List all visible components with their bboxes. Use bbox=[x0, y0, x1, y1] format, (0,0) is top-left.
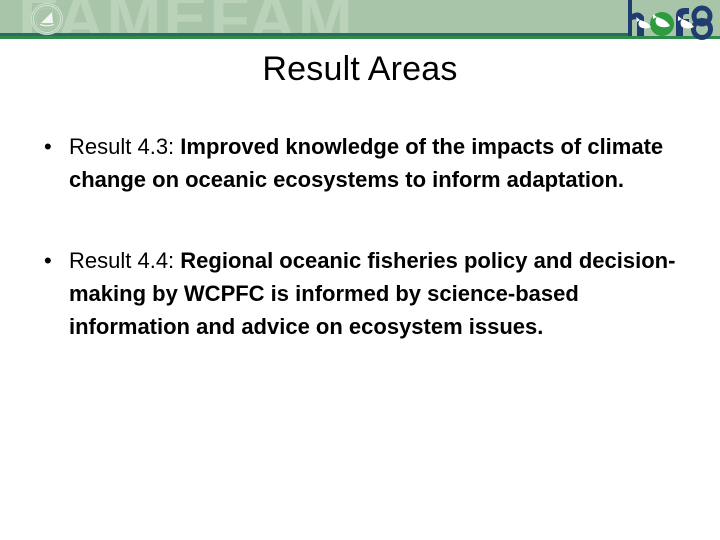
header-teal-rule bbox=[0, 33, 720, 36]
bullet-marker-icon: • bbox=[44, 248, 52, 273]
bullet-emphasis: Improved knowledge of the impacts of cli… bbox=[69, 134, 664, 192]
bullet-marker-icon: • bbox=[44, 134, 52, 159]
header-band: FAMEFAM bbox=[0, 0, 720, 36]
bullet-label: Result 4.3: bbox=[69, 134, 181, 159]
list-item: • Result 4.3: Improved knowledge of the … bbox=[38, 130, 686, 196]
hofa-brand-logo-icon bbox=[610, 0, 720, 40]
bullet-list: • Result 4.3: Improved knowledge of the … bbox=[38, 130, 686, 343]
header-watermark-text: FAMEFAM bbox=[18, 0, 718, 36]
bullet-emphasis: Regional oceanic fisheries policy and de… bbox=[69, 248, 676, 339]
list-item: • Result 4.4: Regional oceanic fisheries… bbox=[38, 244, 686, 343]
bullet-label: Result 4.4: bbox=[69, 248, 181, 273]
page-title: Result Areas bbox=[262, 50, 458, 88]
header-green-rule bbox=[0, 36, 720, 39]
circular-sail-emblem-icon bbox=[31, 3, 63, 35]
